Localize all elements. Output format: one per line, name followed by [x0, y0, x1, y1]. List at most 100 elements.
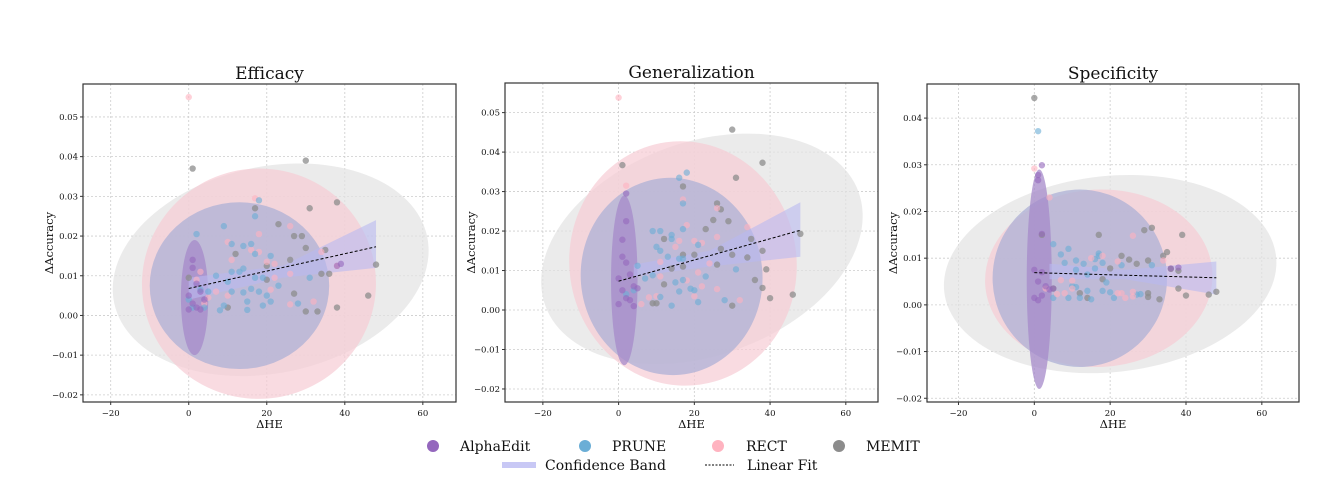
point-memit [759, 284, 766, 292]
point-rect [271, 260, 278, 268]
confidence-band [188, 220, 377, 300]
point-alphaedit [189, 256, 196, 264]
point-prune [251, 250, 259, 258]
point-rect [310, 298, 317, 305]
legend-marker-alphaedit [427, 440, 439, 452]
point-alphaedit [185, 306, 192, 313]
point-alphaedit [622, 217, 630, 225]
point-prune [212, 272, 220, 279]
point-prune [240, 242, 247, 250]
point-alphaedit [634, 285, 641, 292]
point-memit [365, 292, 372, 299]
point-memit [763, 266, 770, 273]
point-prune [679, 255, 687, 262]
x-tick-label: 0 [1032, 409, 1037, 419]
point-prune [240, 289, 247, 296]
point-memit [251, 205, 259, 212]
point-rect [1114, 258, 1121, 265]
subplot-efficacy: −20 0 20 40 60 −0.02 −0.01 0.00 0.01 0.02 0.03 0.04… [42, 64, 457, 431]
y-tick-label: 0.04 [481, 148, 500, 158]
point-rect [197, 268, 204, 275]
y-tick-label: −0.02 [52, 391, 78, 401]
point-memit [314, 308, 321, 315]
point-memit [789, 291, 796, 298]
point-prune [259, 302, 267, 309]
point-prune [1076, 294, 1084, 302]
x-tick-label: 40 [765, 409, 776, 419]
point-rect [657, 258, 664, 266]
point-memit [1213, 288, 1220, 295]
point-rect [691, 292, 698, 300]
point-prune [1084, 287, 1091, 295]
y-tick-label: 0.01 [59, 272, 78, 282]
point-memit [729, 302, 736, 309]
legend-label-linear-fit: Linear Fit [747, 458, 818, 474]
point-rect [1129, 232, 1137, 239]
point-memit [668, 265, 675, 272]
point-rect [267, 286, 274, 293]
point-prune [1065, 245, 1072, 253]
confidence-band [633, 202, 801, 277]
point-prune [664, 253, 672, 260]
point-rect [713, 233, 721, 241]
point-memit [751, 276, 759, 284]
point-prune [732, 266, 740, 273]
point-memit [1182, 292, 1190, 299]
point-memit [1205, 291, 1212, 298]
point-rect [683, 221, 690, 229]
y-tick-label: 0.02 [59, 232, 78, 242]
point-memit [306, 205, 313, 212]
point-prune [1103, 279, 1110, 286]
point-memit [333, 304, 341, 311]
point-prune [1080, 260, 1087, 267]
legend-marker-confidence-band [502, 462, 536, 468]
point-memit [725, 217, 732, 225]
x-tick-label: −20 [949, 409, 967, 419]
point-alphaedit [337, 260, 345, 268]
point-memit [286, 256, 294, 264]
point-alphaedit [1038, 162, 1046, 169]
point-memit [275, 220, 282, 228]
linear-fit-line [618, 229, 801, 282]
point-alphaedit [1034, 176, 1042, 184]
point-prune [694, 241, 702, 249]
x-tick-label: 0 [186, 409, 191, 419]
point-prune [702, 273, 709, 280]
point-memit [298, 232, 306, 240]
x-axis-label: ΔHE [678, 417, 705, 431]
point-prune [263, 292, 270, 299]
point-rect [615, 94, 622, 101]
x-tick-label: −20 [534, 409, 552, 419]
point-rect [212, 288, 220, 295]
point-prune [641, 275, 649, 282]
point-rect [672, 243, 679, 251]
point-rect [318, 248, 325, 256]
point-prune [228, 268, 235, 275]
y-tick-label: −0.01 [52, 351, 78, 361]
point-prune [1099, 287, 1106, 295]
y-tick-label: 0.00 [903, 301, 922, 311]
point-alphaedit [615, 300, 622, 308]
point-memit [1144, 293, 1152, 301]
x-tick-label: 60 [417, 409, 428, 419]
point-rect [698, 283, 706, 290]
y-tick-label: 0.04 [59, 153, 78, 163]
point-memit [702, 225, 709, 233]
point-prune [1137, 290, 1144, 298]
point-memit [232, 250, 239, 258]
point-rect [224, 292, 231, 299]
y-tick-label: 0.02 [903, 207, 922, 217]
point-memit [729, 251, 736, 258]
point-prune [224, 278, 231, 285]
point-alphaedit [630, 302, 637, 310]
x-tick-label: −20 [102, 409, 120, 419]
point-alphaedit [626, 271, 634, 278]
x-tick-label: 0 [616, 409, 621, 419]
point-prune [244, 306, 251, 314]
point-memit [1125, 256, 1133, 263]
point-alphaedit [1034, 171, 1042, 179]
point-prune [1087, 296, 1095, 303]
point-rect [286, 222, 294, 230]
point-alphaedit [1034, 278, 1042, 285]
